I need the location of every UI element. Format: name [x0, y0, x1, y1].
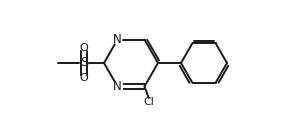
Text: N: N	[113, 80, 122, 93]
Text: O: O	[80, 43, 88, 53]
Text: O: O	[80, 73, 88, 83]
Text: Cl: Cl	[143, 97, 154, 107]
Text: S: S	[80, 56, 88, 70]
Text: N: N	[113, 33, 122, 46]
